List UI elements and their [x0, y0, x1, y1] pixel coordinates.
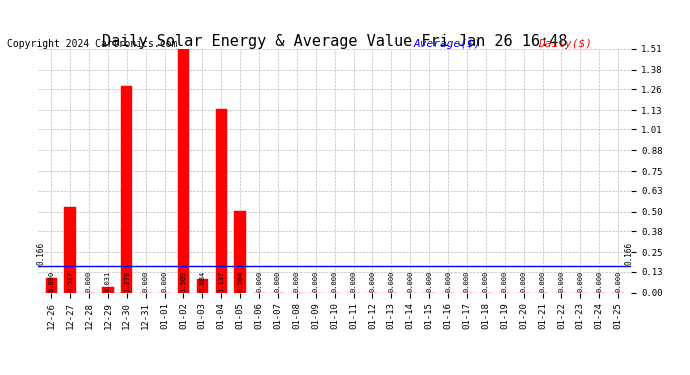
Text: 0.000: 0.000 [332, 271, 337, 292]
Text: 0.000: 0.000 [558, 271, 564, 292]
Text: 0.000: 0.000 [86, 271, 92, 292]
Text: 0.504: 0.504 [237, 271, 243, 292]
Text: 0.000: 0.000 [351, 271, 357, 292]
Text: 0.000: 0.000 [313, 271, 319, 292]
Text: 0.000: 0.000 [521, 271, 526, 292]
Text: 0.000: 0.000 [275, 271, 281, 292]
Text: 0.000: 0.000 [445, 271, 451, 292]
Bar [121, 86, 132, 292]
Text: 0.090: 0.090 [48, 271, 55, 292]
Bar [178, 49, 189, 292]
Text: 0.000: 0.000 [464, 271, 470, 292]
Text: 0.000: 0.000 [256, 271, 262, 292]
Text: 0.000: 0.000 [388, 271, 395, 292]
Text: 1.509: 1.509 [181, 271, 186, 292]
Bar [197, 279, 208, 292]
Text: 0.000: 0.000 [540, 271, 546, 292]
Text: 0.000: 0.000 [143, 271, 148, 292]
Text: 0.000: 0.000 [407, 271, 413, 292]
Bar [102, 288, 114, 292]
Text: 0.000: 0.000 [483, 271, 489, 292]
Text: 0.527: 0.527 [67, 271, 73, 292]
Text: 0.000: 0.000 [615, 271, 621, 292]
Title: Daily Solar Energy & Average Value Fri Jan 26 16:48: Daily Solar Energy & Average Value Fri J… [102, 34, 567, 49]
Text: 0.000: 0.000 [578, 271, 583, 292]
Text: Average($): Average($) [414, 39, 482, 50]
Text: 0.000: 0.000 [596, 271, 602, 292]
Text: 1.279: 1.279 [124, 271, 130, 292]
Bar [64, 207, 76, 292]
Text: 0.000: 0.000 [426, 271, 432, 292]
Text: 1.137: 1.137 [218, 271, 224, 292]
Text: 0.166: 0.166 [37, 242, 46, 265]
Bar [46, 278, 57, 292]
Bar [215, 109, 227, 292]
Text: 0.084: 0.084 [199, 271, 206, 292]
Text: 0.000: 0.000 [502, 271, 508, 292]
Text: 0.000: 0.000 [369, 271, 375, 292]
Text: 0.000: 0.000 [161, 271, 168, 292]
Text: 0.000: 0.000 [294, 271, 300, 292]
Text: Daily($): Daily($) [538, 39, 592, 50]
Text: 0.031: 0.031 [105, 271, 111, 292]
Text: Copyright 2024 Cartronics.com: Copyright 2024 Cartronics.com [7, 39, 177, 50]
Text: 0.166: 0.166 [624, 242, 633, 265]
Bar [235, 211, 246, 292]
